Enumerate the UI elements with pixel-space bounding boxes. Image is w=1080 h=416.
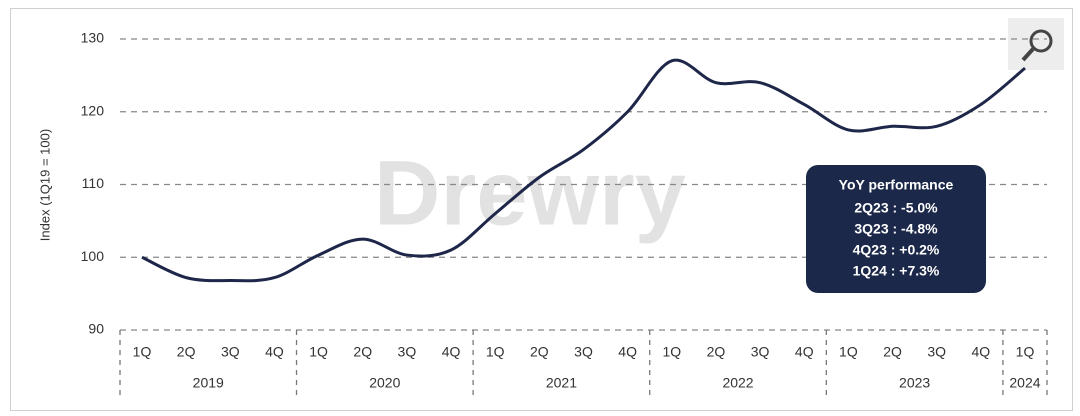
search-icon[interactable]	[1008, 18, 1064, 70]
x-tick-label: 4Q	[795, 344, 814, 360]
x-tick-label: 3Q	[751, 344, 770, 360]
x-group-label: 2022	[722, 375, 753, 391]
y-tick-label: 130	[81, 30, 105, 46]
search-handle	[1021, 47, 1035, 62]
y-tick-label: 110	[82, 175, 105, 191]
annotation: YoY performance 2Q23 : -5.0% 3Q23 : -4.8% 4…	[806, 165, 986, 293]
x-tick-label: 1Q	[133, 344, 152, 360]
x-tick-label: 2Q	[177, 344, 196, 360]
search-button[interactable]	[1008, 18, 1064, 70]
x-tick-label: 1Q	[662, 344, 681, 360]
x-tick-label: 2Q	[883, 344, 902, 360]
x-tick-label: 1Q	[486, 344, 505, 360]
x-tick-label: 4Q	[442, 344, 461, 360]
x-tick-label: 3Q	[927, 344, 946, 360]
annotation-box	[806, 165, 986, 293]
y-tick-label: 120	[81, 102, 105, 118]
x-tick-label: 3Q	[221, 344, 240, 360]
annotation-line: 1Q24 : +7.3%	[853, 263, 940, 279]
annotation-line: 3Q23 : -4.8%	[854, 221, 938, 237]
watermark: Drewry	[374, 142, 686, 244]
x-tick-label: 3Q	[398, 344, 417, 360]
x-group-label: 2023	[899, 375, 930, 391]
x-tick-label: 3Q	[574, 344, 593, 360]
x-tick-label: 4Q	[265, 344, 284, 360]
x-group-label: 2020	[369, 375, 400, 391]
x-tick-label: 2Q	[707, 344, 726, 360]
annotation-line: 4Q23 : +0.2%	[853, 242, 940, 258]
annotation-title: YoY performance	[839, 177, 954, 193]
annotation-line: 2Q23 : -5.0%	[854, 200, 938, 216]
y-tick-label: 100	[81, 248, 105, 264]
x-group-label: 2021	[546, 375, 577, 391]
x-group-label: 2024	[1009, 375, 1040, 391]
x-tick-label: 4Q	[618, 344, 637, 360]
y-axis-label: Index (1Q19 = 100)	[37, 129, 52, 241]
x-tick-label: 1Q	[309, 344, 328, 360]
x-tick-label: 1Q	[1016, 344, 1035, 360]
search-lens	[1029, 29, 1053, 53]
x-tick-label: 1Q	[839, 344, 858, 360]
data-line	[141, 58, 1026, 283]
x-tick-label: 4Q	[972, 344, 991, 360]
x-tick-label: 2Q	[530, 344, 549, 360]
x-group-label: 2019	[193, 375, 224, 391]
x-tick-label: 2Q	[353, 344, 372, 360]
y-tick-label: 90	[88, 321, 104, 337]
